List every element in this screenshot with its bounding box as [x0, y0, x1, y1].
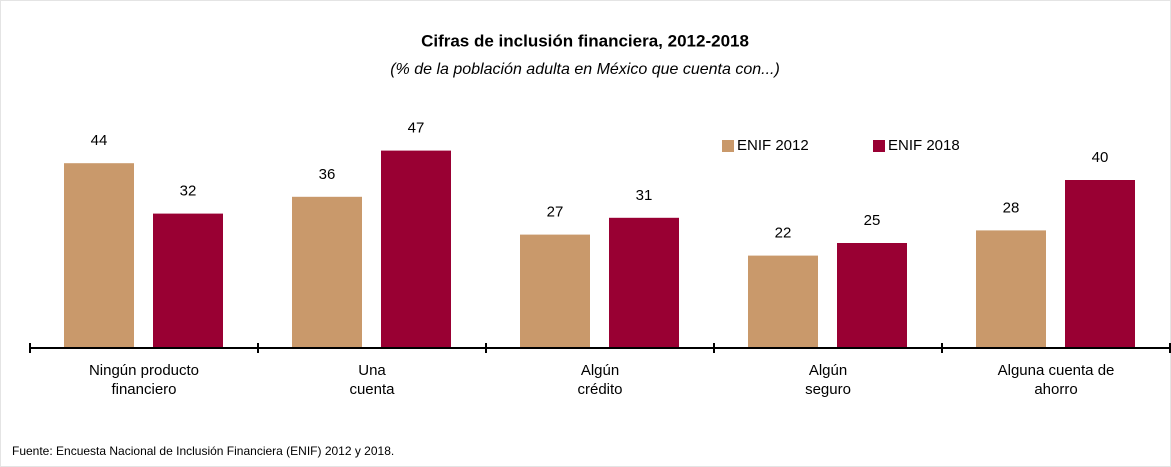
x-tick-label: Algún crédito	[577, 362, 623, 398]
legend-label: ENIF 2012	[737, 137, 809, 154]
bar	[64, 163, 134, 348]
legend-swatch	[722, 140, 734, 152]
data-label: 28	[1003, 199, 1020, 216]
data-label: 31	[636, 187, 653, 204]
source-note: Fuente: Encuesta Nacional de Inclusión F…	[12, 444, 394, 458]
legend-label: ENIF 2018	[888, 137, 960, 154]
bar	[153, 213, 223, 348]
bar	[976, 230, 1046, 348]
bar	[748, 255, 818, 348]
data-label: 40	[1092, 149, 1109, 166]
x-tick-label: Alguna cuenta de ahorro	[997, 362, 1115, 398]
data-label: 25	[864, 212, 881, 229]
x-tick-label: Una cuenta	[349, 362, 395, 398]
data-label: 27	[547, 204, 564, 221]
bar	[520, 234, 590, 348]
x-tick-label: Ningún producto financiero	[88, 362, 200, 398]
bar	[1065, 180, 1135, 348]
bar	[609, 217, 679, 348]
legend-swatch	[873, 140, 885, 152]
data-label: 47	[408, 120, 425, 137]
data-label: 36	[319, 166, 336, 183]
bar	[292, 196, 362, 348]
data-label: 22	[775, 225, 792, 242]
x-tick-label: Algún seguro	[805, 362, 851, 398]
bar	[837, 243, 907, 348]
data-label: 44	[91, 132, 108, 149]
bar	[381, 150, 451, 348]
chart-title: Cifras de inclusión financiera, 2012-201…	[421, 31, 749, 50]
data-label: 32	[180, 183, 197, 200]
chart-subtitle: (% de la población adulta en México que …	[390, 61, 780, 78]
